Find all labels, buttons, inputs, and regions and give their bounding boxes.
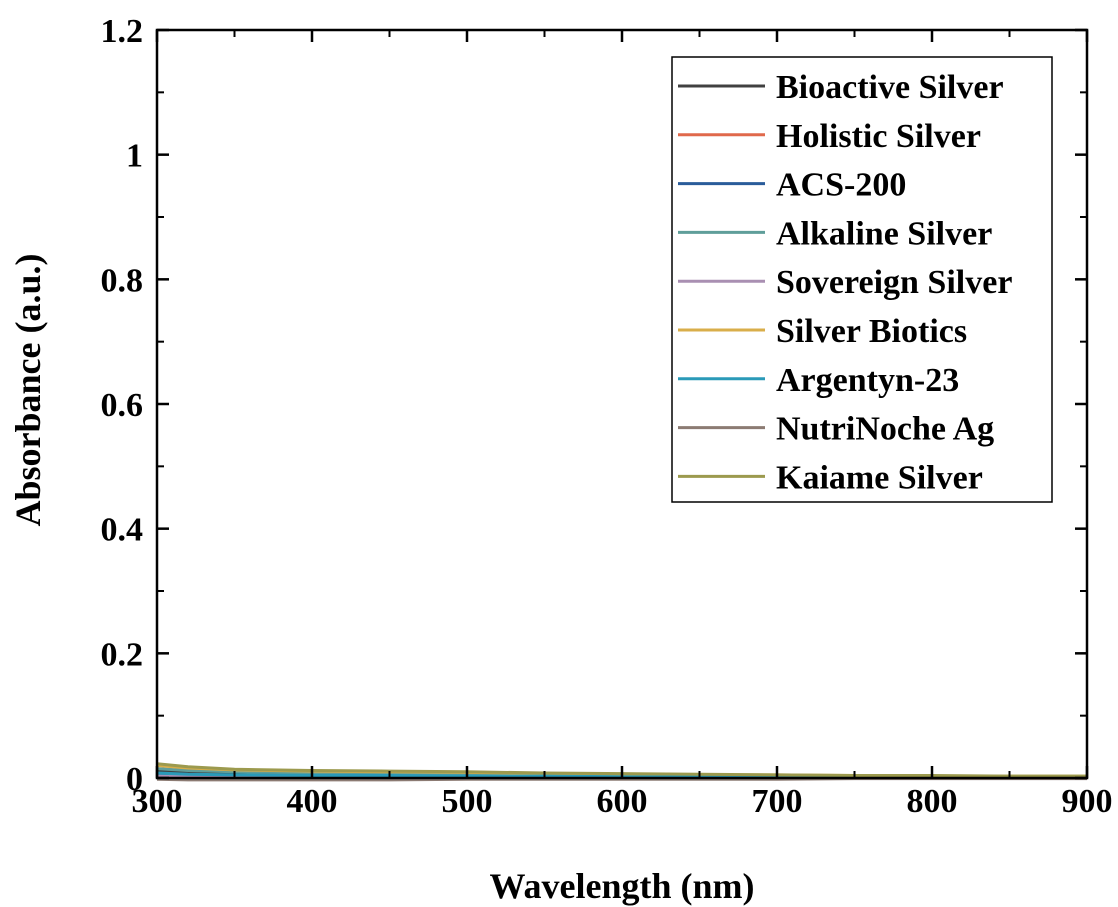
- y-axis-title: Absorbance (a.u.): [8, 253, 48, 526]
- x-tick-label: 600: [597, 783, 648, 820]
- y-tick-label: 0.2: [101, 636, 144, 673]
- x-tick-label: 400: [287, 783, 338, 820]
- legend: Bioactive Silver Holistic Silver ACS-200 Al…: [671, 56, 1053, 503]
- legend-label-4: Sovereign Silver: [776, 264, 1012, 301]
- x-tick-label: 300: [132, 783, 183, 820]
- series-line-8: [156, 762, 1087, 778]
- x-tick-label: 900: [1062, 783, 1113, 820]
- legend-label-0: Bioactive Silver: [776, 69, 1004, 106]
- axis-ticks: [155, 28, 1089, 780]
- y-tick-label: 0.4: [101, 512, 144, 549]
- y-tick-label: 1.2: [101, 13, 144, 50]
- x-axis-title: Wavelength (nm): [490, 866, 755, 906]
- legend-label-2: ACS-200: [776, 167, 906, 204]
- legend-label-5: Silver Biotics: [776, 313, 967, 350]
- x-tick-label: 500: [442, 783, 493, 820]
- y-tick-label: 0.8: [101, 262, 144, 299]
- axis-tick-labels: 300 400 500 600 700 800 900 0 0.2 0.4 0.6 0.8 1 1.2: [101, 13, 1113, 820]
- legend-label-3: Alkaline Silver: [776, 215, 992, 252]
- legend-label-1: Holistic Silver: [776, 118, 981, 155]
- x-tick-label: 800: [907, 783, 958, 820]
- legend-label-8: Kaiame Silver: [776, 459, 983, 496]
- y-tick-label: 1: [126, 138, 143, 175]
- y-tick-label: 0: [126, 761, 143, 798]
- y-tick-label: 0.6: [101, 387, 144, 424]
- legend-label-7: NutriNoche Ag: [776, 411, 994, 448]
- x-tick-label: 700: [752, 783, 803, 820]
- legend-label-6: Argentyn-23: [776, 362, 959, 399]
